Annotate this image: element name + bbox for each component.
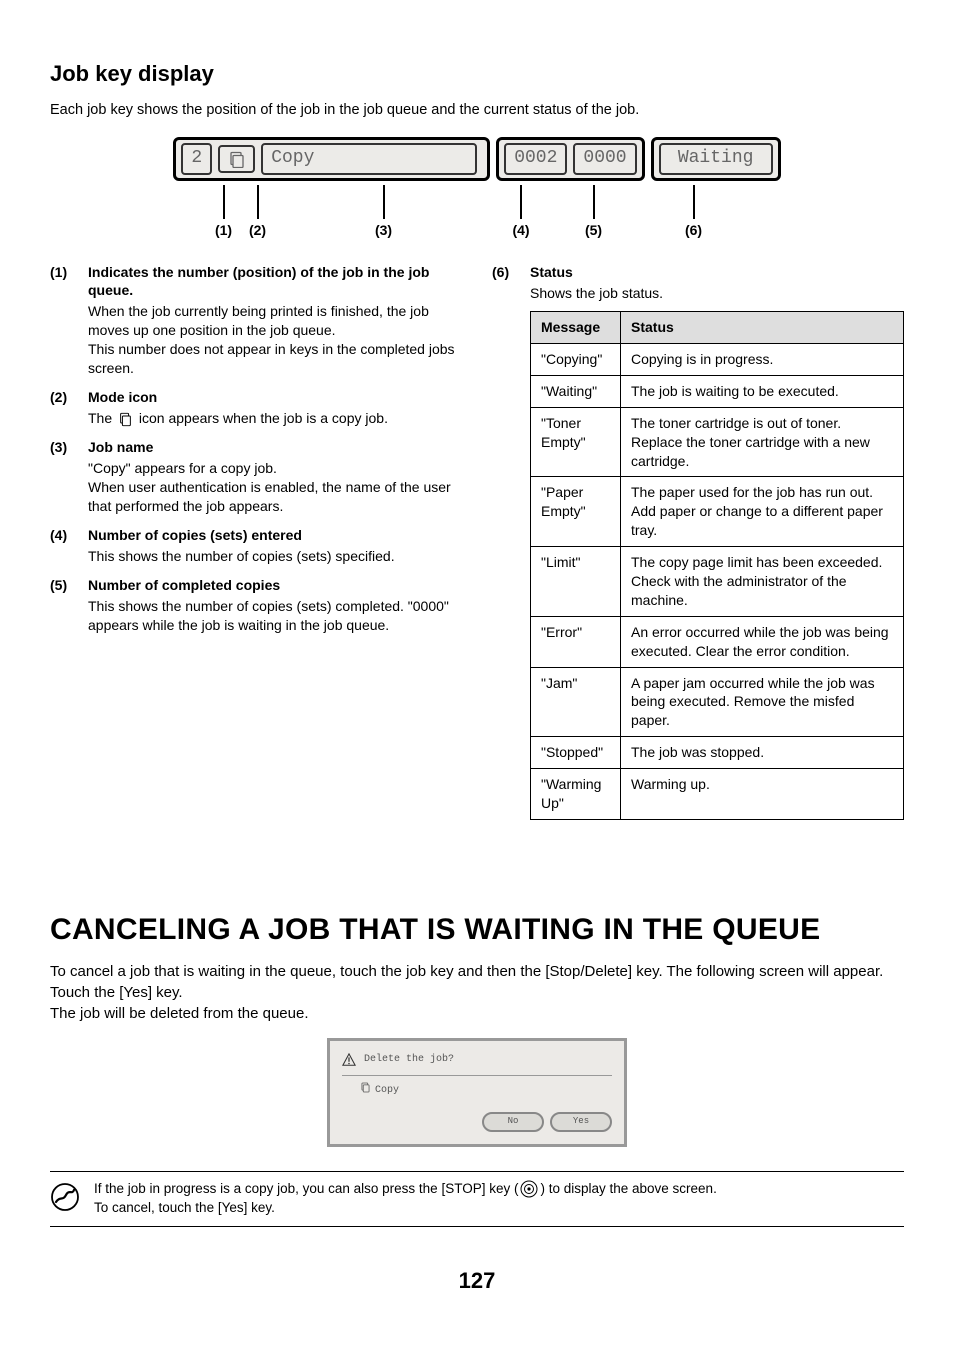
table-header: Status: [621, 312, 904, 344]
item-text: Shows the job status.: [530, 284, 904, 303]
diagram-mode-icon: [218, 145, 255, 173]
item-text: "Copy" appears for a copy job. When user…: [88, 459, 462, 516]
table-cell-message: "Paper Empty": [531, 477, 621, 547]
table-row: "Waiting"The job is waiting to be execut…: [531, 375, 904, 407]
table-cell-message: "Toner Empty": [531, 407, 621, 477]
item-text: This shows the number of copies (sets) s…: [88, 547, 462, 566]
item-text-pre: The: [88, 410, 116, 426]
table-cell-status: The toner cartridge is out of toner. Rep…: [621, 407, 904, 477]
table-cell-message: "Jam": [531, 667, 621, 737]
job-key-diagram: 2 Copy 0002 0000 Waiting (1) (2) (3): [50, 137, 904, 239]
item-title: Job name: [88, 438, 462, 456]
note-box: If the job in progress is a copy job, yo…: [50, 1171, 904, 1227]
item-title: Number of copies (sets) entered: [88, 526, 462, 544]
item-text: This shows the number of copies (sets) c…: [88, 597, 462, 635]
item-num: (2): [50, 388, 76, 428]
item-title: Mode icon: [88, 388, 462, 406]
left-column: (1) Indicates the number (position) of t…: [50, 263, 462, 645]
callout-label: (4): [512, 221, 529, 239]
cancel-intro: To cancel a job that is waiting in the q…: [50, 961, 904, 1024]
table-cell-status: The job is waiting to be executed.: [621, 375, 904, 407]
table-cell-message: "Error": [531, 616, 621, 667]
table-row: "Stopped"The job was stopped.: [531, 737, 904, 769]
copy-icon: [360, 1082, 371, 1098]
table-cell-status: An error occurred while the job was bein…: [621, 616, 904, 667]
stop-key-icon: [520, 1180, 538, 1198]
diagram-entered: 0002: [504, 143, 567, 174]
item-num: (4): [50, 526, 76, 566]
status-table: Message Status "Copying"Copying is in pr…: [530, 311, 904, 820]
table-cell-status: A paper jam occurred while the job was b…: [621, 667, 904, 737]
table-cell-status: Warming up.: [621, 769, 904, 820]
table-cell-message: "Stopped": [531, 737, 621, 769]
callout-label: (3): [375, 221, 392, 239]
dialog-job-label: Copy: [375, 1084, 399, 1097]
table-cell-message: "Limit": [531, 547, 621, 617]
item-title: Number of completed copies: [88, 576, 462, 594]
dialog-no-button[interactable]: No: [482, 1112, 544, 1132]
table-cell-status: The copy page limit has been exceeded. C…: [621, 547, 904, 617]
callout-label: (6): [685, 221, 702, 239]
table-row: "Toner Empty"The toner cartridge is out …: [531, 407, 904, 477]
table-cell-message: "Waiting": [531, 375, 621, 407]
table-cell-status: Copying is in progress.: [621, 343, 904, 375]
table-cell-message: "Copying": [531, 343, 621, 375]
table-row: "Limit"The copy page limit has been exce…: [531, 547, 904, 617]
item-num: (3): [50, 438, 76, 516]
section-title-canceling: CANCELING A JOB THAT IS WAITING IN THE Q…: [50, 910, 904, 949]
table-row: "Paper Empty"The paper used for the job …: [531, 477, 904, 547]
item-num: (1): [50, 263, 76, 378]
section-title-job-key-display: Job key display: [50, 60, 904, 89]
table-row: "Error"An error occurred while the job w…: [531, 616, 904, 667]
diagram-job-name: Copy: [261, 143, 477, 174]
note-icon: [50, 1182, 80, 1218]
diagram-status: Waiting: [659, 143, 773, 174]
dialog-message: Delete the job?: [364, 1053, 454, 1066]
dialog-yes-button[interactable]: Yes: [550, 1112, 612, 1132]
item-text: When the job currently being printed is …: [88, 302, 462, 378]
table-row: "Jam"A paper jam occurred while the job …: [531, 667, 904, 737]
item-text: The icon appears when the job is a copy …: [88, 409, 462, 428]
table-row: "Copying"Copying is in progress.: [531, 343, 904, 375]
item-title: Indicates the number (position) of the j…: [88, 263, 462, 299]
item-num: (6): [492, 263, 518, 820]
note-text: If the job in progress is a copy job, yo…: [94, 1180, 717, 1218]
section-intro: Each job key shows the position of the j…: [50, 101, 904, 120]
item-text-post: icon appears when the job is a copy job.: [139, 410, 388, 426]
table-cell-status: The paper used for the job has run out. …: [621, 477, 904, 547]
callout-label: (2): [249, 221, 266, 239]
table-cell-status: The job was stopped.: [621, 737, 904, 769]
delete-job-dialog: Delete the job? Copy No Yes: [327, 1038, 627, 1147]
table-cell-message: "Warming Up": [531, 769, 621, 820]
page-number: 127: [50, 1267, 904, 1296]
table-header: Message: [531, 312, 621, 344]
table-row: "Warming Up"Warming up.: [531, 769, 904, 820]
right-column: (6) Status Shows the job status. Message…: [492, 263, 904, 830]
callout-label: (5): [585, 221, 602, 239]
diagram-completed: 0000: [573, 143, 636, 174]
note-text-pre: If the job in progress is a copy job, yo…: [94, 1181, 518, 1196]
callout-label: (1): [215, 221, 232, 239]
item-num: (5): [50, 576, 76, 635]
diagram-position: 2: [181, 143, 212, 174]
warning-icon: [342, 1053, 356, 1071]
item-title: Status: [530, 263, 904, 281]
copy-icon: [118, 412, 133, 427]
